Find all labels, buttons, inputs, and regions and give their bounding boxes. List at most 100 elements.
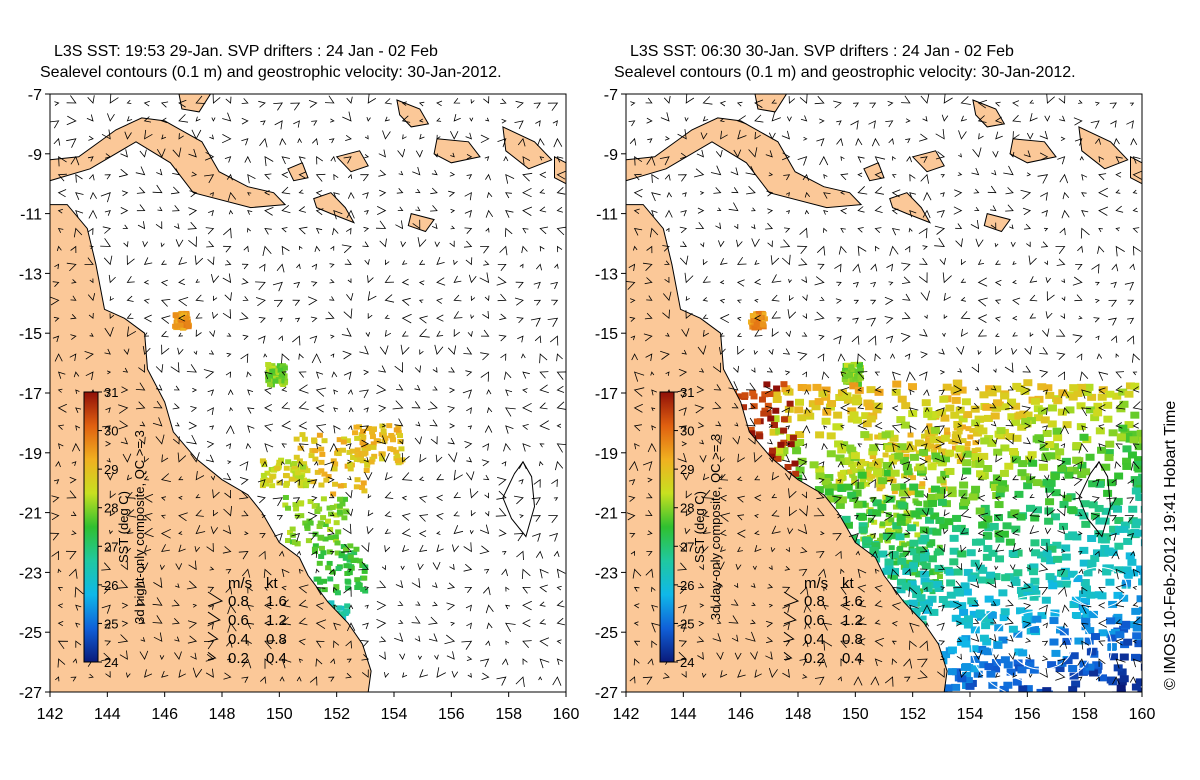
velocity-arrow <box>1098 424 1105 430</box>
sst-pixel <box>284 538 291 544</box>
sst-pixel <box>975 611 985 619</box>
sst-pixel <box>933 569 940 575</box>
sst-pixel <box>909 539 919 547</box>
velocity-arrow <box>647 477 653 483</box>
velocity-arrow <box>518 460 527 470</box>
velocity-arrow <box>631 353 638 361</box>
sst-pixel <box>1028 568 1038 576</box>
sst-pixel <box>889 551 899 559</box>
velocity-arrow <box>960 278 966 283</box>
sst-pixel <box>1087 393 1097 401</box>
velocity-arrow <box>466 622 472 629</box>
sst-pixel <box>1130 382 1140 390</box>
velocity-arrow <box>1037 174 1049 184</box>
sst-pixel <box>1062 421 1072 429</box>
velocity-arrow <box>870 281 877 288</box>
velocity-arrow <box>345 490 353 499</box>
velocity-arrow <box>680 210 687 217</box>
velocity-arrow <box>994 333 1000 337</box>
velocity-arrows <box>626 94 1142 687</box>
velocity-arrow <box>307 296 318 306</box>
velocity-arrow <box>195 509 204 517</box>
velocity-arrow <box>175 239 184 248</box>
sst-pixel <box>927 426 934 432</box>
velocity-arrow <box>418 280 425 286</box>
sst-pixel <box>1000 444 1010 452</box>
velocity-arrow <box>885 335 894 343</box>
sst-pixel <box>882 532 892 540</box>
sst-pixel <box>1061 457 1071 465</box>
sst-pixel <box>379 423 386 429</box>
sst-pixel <box>1016 513 1026 521</box>
velocity-arrow <box>156 168 163 176</box>
velocity-arrow <box>136 578 146 589</box>
sst-pixel <box>1039 443 1049 451</box>
velocity-arrow <box>264 423 274 432</box>
velocity-arrow <box>717 207 722 212</box>
sst-pixel <box>398 446 405 452</box>
velocity-arrow <box>934 425 945 435</box>
velocity-arrow <box>1098 640 1106 647</box>
velocity-arrow <box>126 295 134 302</box>
sst-pixel <box>348 565 355 571</box>
sst-pixel <box>325 474 332 480</box>
velocity-arrow <box>684 117 689 122</box>
sst-pixel <box>912 555 922 563</box>
sst-pixel <box>1048 582 1058 590</box>
velocity-arrow <box>419 454 427 463</box>
sst-pixel <box>1036 688 1046 692</box>
velocity-arrow <box>1029 525 1039 535</box>
velocity-arrow <box>874 371 880 376</box>
velocity-arrow <box>664 136 670 141</box>
velocity-arrow <box>1115 599 1125 608</box>
velocity-arrow <box>211 274 220 284</box>
velocity-arrow <box>247 389 254 396</box>
velocity-arrow <box>1132 386 1140 393</box>
velocity-arrow <box>89 278 94 284</box>
velocity-arrow <box>906 442 914 451</box>
velocity-arrow <box>1038 604 1048 615</box>
velocity-arrow <box>448 367 455 373</box>
velocity-arrow <box>835 550 842 559</box>
sst-pixel <box>992 385 1002 393</box>
velocity-arrow <box>333 640 340 648</box>
sst-pixel <box>1030 514 1040 522</box>
velocity-arrow <box>642 676 653 685</box>
velocity-arrow <box>651 389 657 396</box>
velocity-arrow <box>135 166 146 176</box>
velocity-arrow <box>281 371 287 376</box>
velocity-arrow <box>719 280 725 285</box>
velocity-arrow <box>177 452 187 463</box>
sst-pixel <box>1068 686 1078 692</box>
sst-pixel <box>300 464 307 470</box>
velocity-arrow <box>239 477 249 485</box>
sst-pixel <box>828 483 838 491</box>
sst-pixel <box>1074 457 1084 465</box>
sst-pixel <box>924 429 931 435</box>
sst-pixel <box>959 608 969 616</box>
velocity-arrow <box>367 313 373 320</box>
sst-pixel <box>322 536 329 542</box>
sst-pixel <box>318 534 325 540</box>
velocity-arrow <box>105 407 111 413</box>
velocity-arrow <box>1060 389 1070 399</box>
velocity-arrow <box>1004 617 1014 625</box>
velocity-arrow <box>1078 568 1084 575</box>
velocity-arrow <box>513 495 524 505</box>
colorbar <box>83 391 99 663</box>
sst-pixel <box>1080 605 1090 613</box>
velocity-arrow <box>974 421 980 427</box>
velocity-arrow <box>227 658 232 663</box>
velocity-arrow <box>1029 332 1034 337</box>
velocity-arrow <box>874 421 883 430</box>
sst-pixel <box>1037 383 1047 391</box>
velocity-arrow <box>551 299 559 306</box>
velocity-arrow <box>840 156 845 161</box>
velocity-arrow <box>719 456 725 463</box>
sst-pixel <box>911 607 921 615</box>
velocity-arrow <box>1072 334 1083 343</box>
velocity-arrow <box>172 403 180 410</box>
velocity-arrow <box>223 227 232 239</box>
sst-pixel <box>304 526 311 532</box>
velocity-arrow <box>486 389 492 395</box>
